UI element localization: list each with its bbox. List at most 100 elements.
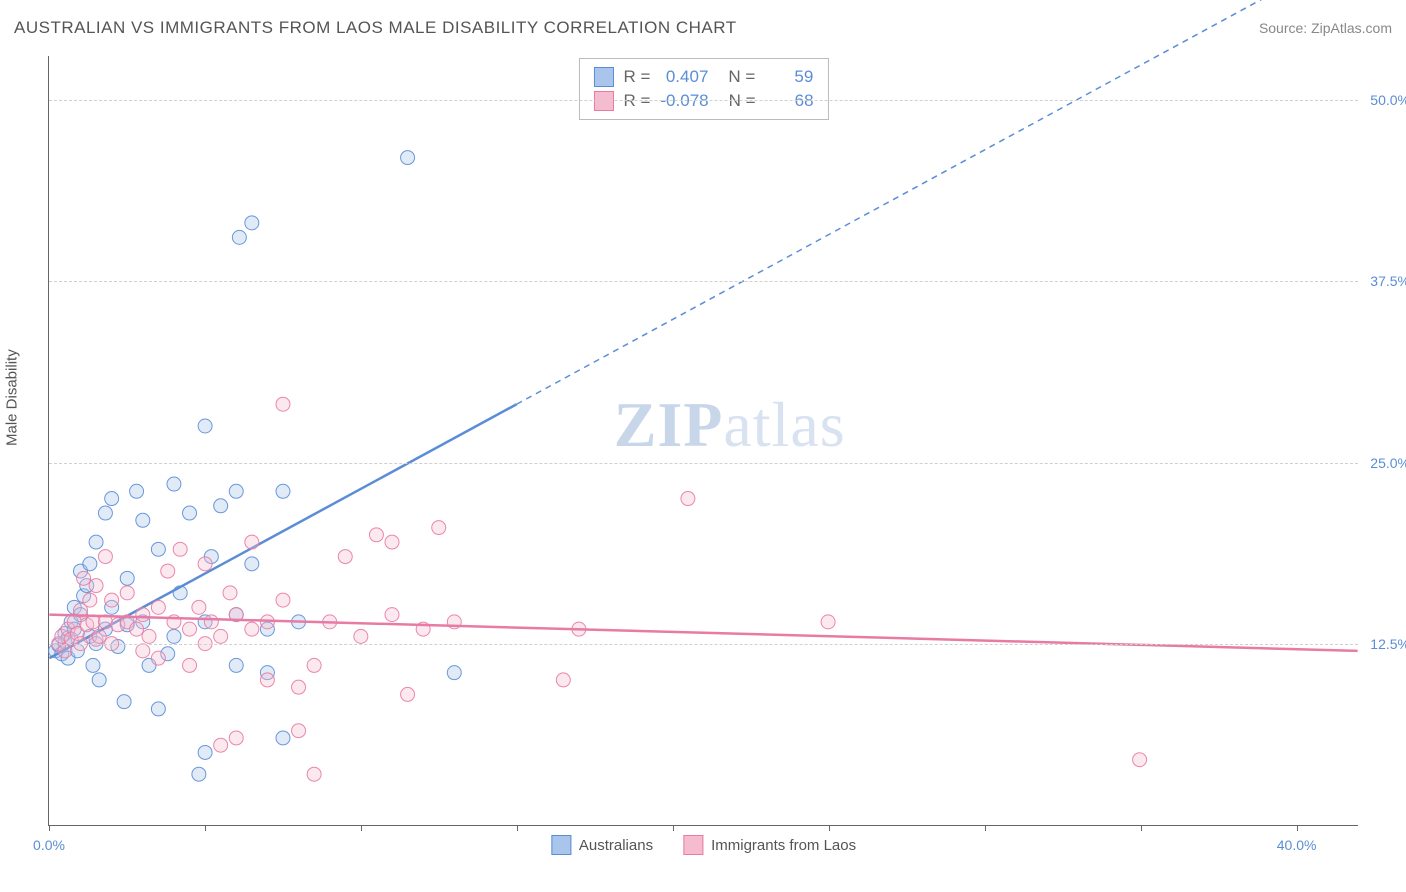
data-point: [120, 571, 134, 585]
y-axis-label: Male Disability: [4, 349, 21, 446]
y-tick-label: 12.5%: [1370, 636, 1406, 652]
data-point: [167, 477, 181, 491]
data-point: [385, 535, 399, 549]
data-point: [681, 492, 695, 506]
x-tick: [985, 825, 986, 831]
data-point: [173, 542, 187, 556]
stat-n-label: N =: [729, 89, 756, 113]
data-point: [151, 542, 165, 556]
data-point: [130, 484, 144, 498]
legend-item: Immigrants from Laos: [683, 835, 856, 855]
data-point: [89, 579, 103, 593]
chart-title: AUSTRALIAN VS IMMIGRANTS FROM LAOS MALE …: [14, 18, 737, 38]
gridline-h: [49, 644, 1358, 645]
x-tick-label: 0.0%: [33, 837, 65, 853]
stat-r-label: R =: [623, 65, 650, 89]
data-point: [142, 629, 156, 643]
data-point: [229, 731, 243, 745]
x-tick: [1141, 825, 1142, 831]
data-point: [151, 702, 165, 716]
data-point: [276, 397, 290, 411]
data-point: [98, 550, 112, 564]
data-point: [1133, 753, 1147, 767]
plot-area: ZIPatlas R =0.407N =59R =-0.078N =68 Aus…: [48, 56, 1358, 826]
title-bar: AUSTRALIAN VS IMMIGRANTS FROM LAOS MALE …: [14, 18, 1392, 38]
data-point: [198, 419, 212, 433]
stat-n-value: 68: [766, 89, 814, 113]
gridline-h: [49, 100, 1358, 101]
x-tick: [205, 825, 206, 831]
data-point: [214, 629, 228, 643]
legend-label: Australians: [579, 837, 653, 854]
legend-swatch: [593, 67, 613, 87]
data-point: [292, 680, 306, 694]
data-point: [83, 557, 97, 571]
data-point: [83, 593, 97, 607]
stat-r-value: -0.078: [660, 89, 708, 113]
data-point: [198, 557, 212, 571]
stats-row: R =0.407N =59: [593, 65, 813, 89]
data-point: [130, 622, 144, 636]
y-tick-label: 25.0%: [1370, 455, 1406, 471]
data-point: [98, 506, 112, 520]
data-point: [245, 557, 259, 571]
data-point: [89, 535, 103, 549]
data-point: [77, 571, 91, 585]
stat-r-value: 0.407: [660, 65, 708, 89]
stats-legend: R = 0.407 N = 59R = -0.078 N = 68: [578, 58, 828, 120]
data-point: [245, 216, 259, 230]
x-tick: [1297, 825, 1298, 831]
x-tick: [49, 825, 50, 831]
x-tick: [829, 825, 830, 831]
stat-r-label: R =: [623, 89, 650, 113]
bottom-legend: Australians Immigrants from Laos: [551, 835, 856, 855]
data-point: [204, 615, 218, 629]
data-point: [161, 564, 175, 578]
x-tick-label: 40.0%: [1277, 837, 1317, 853]
data-point: [223, 586, 237, 600]
data-point: [229, 658, 243, 672]
data-point: [385, 608, 399, 622]
data-point: [136, 608, 150, 622]
data-point: [117, 695, 131, 709]
y-tick-label: 37.5%: [1370, 273, 1406, 289]
stat-n-value: 59: [765, 65, 813, 89]
data-point: [556, 673, 570, 687]
data-point: [369, 528, 383, 542]
legend-swatch: [593, 91, 613, 111]
data-point: [136, 513, 150, 527]
data-point: [136, 644, 150, 658]
data-point: [276, 731, 290, 745]
data-point: [105, 492, 119, 506]
source-attribution: Source: ZipAtlas.com: [1259, 20, 1392, 36]
data-point: [245, 622, 259, 636]
stats-row: R = -0.078 N = 68: [593, 89, 813, 113]
data-point: [229, 484, 243, 498]
data-point: [276, 484, 290, 498]
legend-swatch: [551, 835, 571, 855]
legend-item: Australians: [551, 835, 653, 855]
data-point: [260, 673, 274, 687]
data-point: [232, 230, 246, 244]
data-point: [151, 600, 165, 614]
chart-svg: [49, 56, 1358, 825]
data-point: [214, 499, 228, 513]
data-point: [86, 658, 100, 672]
legend-label: Immigrants from Laos: [711, 837, 856, 854]
data-point: [307, 658, 321, 672]
data-point: [401, 151, 415, 165]
data-point: [447, 666, 461, 680]
x-tick: [361, 825, 362, 831]
x-tick: [673, 825, 674, 831]
data-point: [92, 629, 106, 643]
data-point: [183, 622, 197, 636]
data-point: [105, 593, 119, 607]
x-tick: [517, 825, 518, 831]
data-point: [183, 658, 197, 672]
data-point: [821, 615, 835, 629]
data-point: [167, 629, 181, 643]
gridline-h: [49, 281, 1358, 282]
data-point: [354, 629, 368, 643]
data-point: [183, 506, 197, 520]
data-point: [198, 745, 212, 759]
